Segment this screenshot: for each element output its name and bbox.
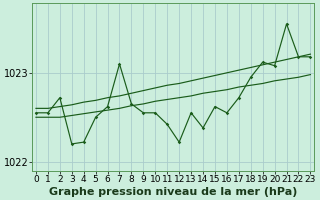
X-axis label: Graphe pression niveau de la mer (hPa): Graphe pression niveau de la mer (hPa)	[49, 187, 297, 197]
